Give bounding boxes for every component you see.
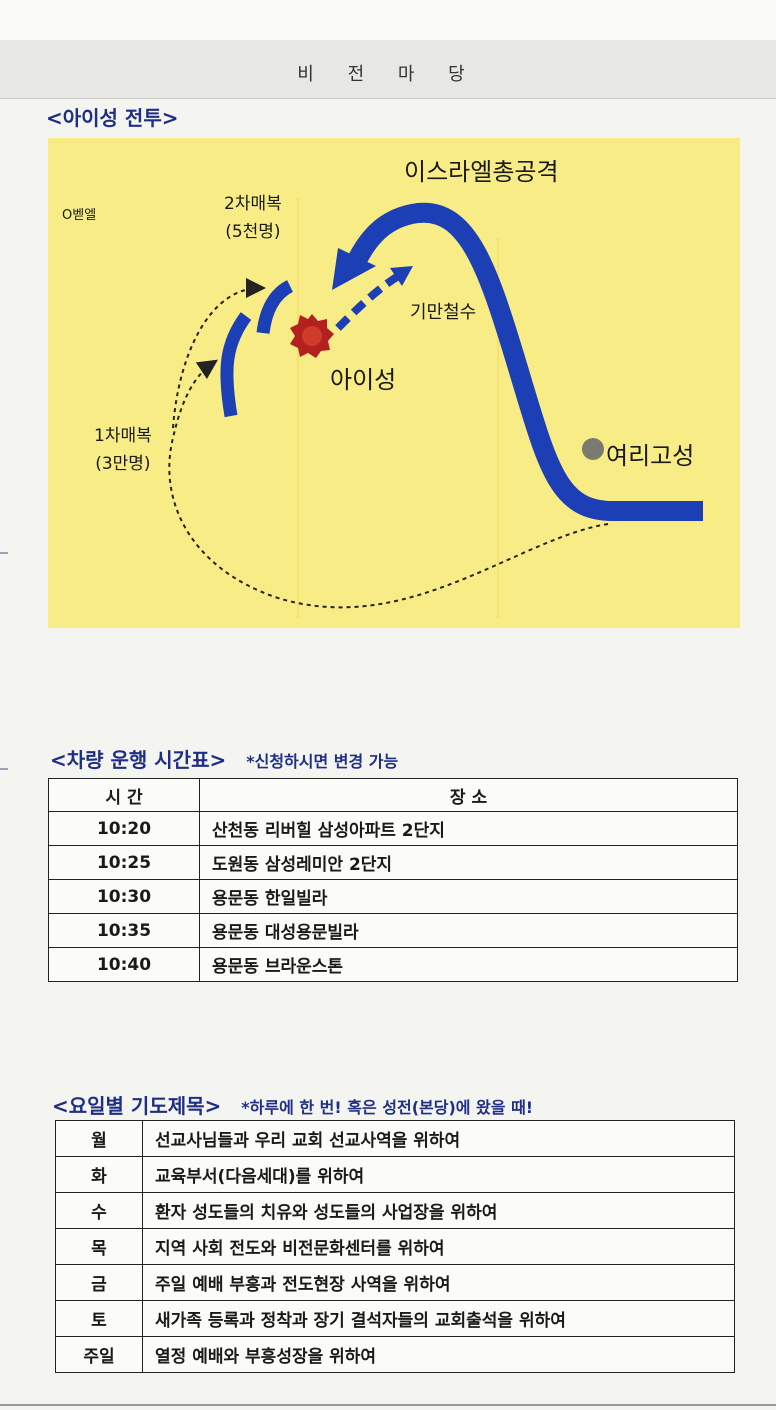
israel-attack-arrow xyxy=(344,202,703,521)
battle-section-title: <아이성 전투> xyxy=(46,106,179,130)
time-cell: 10:35 xyxy=(48,913,200,948)
jericho-label: 여리고성 xyxy=(606,442,695,470)
schedule-section-title: <차량 운행 시간표> *신청하시면 변경 가능 xyxy=(50,744,398,773)
table-header-row: 시 간 장 소 xyxy=(48,778,738,812)
time-cell: 10:25 xyxy=(48,845,200,880)
jericho-marker xyxy=(582,438,604,460)
day-cell: 목 xyxy=(55,1228,143,1265)
vehicle-schedule-table: 시 간 장 소 10:20 산천동 리버힐 삼성아파트 2단지 10:25 도원동 … xyxy=(48,778,738,982)
ambush2-label: 2차매복 (5천명) xyxy=(224,194,282,242)
battle-map-drawing xyxy=(168,198,703,618)
prayer-cell: 선교사님들과 우리 교회 선교사역을 위하여 xyxy=(142,1120,735,1157)
place-cell: 용문동 브라운스톤 xyxy=(199,947,738,982)
table-row: 목 지역 사회 전도와 비전문화센터를 위하여 xyxy=(55,1228,735,1265)
bottom-rule xyxy=(0,1404,776,1406)
day-cell: 화 xyxy=(55,1156,143,1193)
table-row: 10:20 산천동 리버힐 삼성아파트 2단지 xyxy=(48,811,738,846)
day-cell: 토 xyxy=(55,1300,143,1337)
schedule-note: *신청하시면 변경 가능 xyxy=(246,752,399,771)
prayer-table: 월 선교사님들과 우리 교회 선교사역을 위하여 화 교육부서(다음세대)를 위하여… xyxy=(55,1120,735,1373)
feint-retreat-arrowhead xyxy=(390,266,413,286)
prayer-title: <요일별 기도제목> xyxy=(52,1094,222,1118)
ambush2-path xyxy=(172,278,266,429)
time-column-header: 시 간 xyxy=(48,778,200,812)
left-edge-mark xyxy=(0,552,8,554)
day-cell: 수 xyxy=(55,1192,143,1229)
table-row: 10:40 용문동 브라운스톤 xyxy=(48,947,738,982)
prayer-note: *하루에 한 번! 혹은 성전(본당)에 왔을 때! xyxy=(241,1098,534,1117)
ambush-arc-upper xyxy=(256,280,294,334)
ai-city-marker xyxy=(290,314,334,358)
israel-attack-label: 이스라엘총공격 xyxy=(404,158,559,186)
ai-city-label: 아이성 xyxy=(330,366,397,394)
schedule-title: <차량 운행 시간표> xyxy=(50,748,227,772)
left-edge-mark xyxy=(0,768,8,770)
time-cell: 10:20 xyxy=(48,811,200,846)
ambush-arc-lower xyxy=(220,312,252,418)
table-row: 수 환자 성도들의 치유와 성도들의 사업장을 위하여 xyxy=(55,1192,735,1229)
ambush1-path xyxy=(168,359,609,609)
place-cell: 산천동 리버힐 삼성아파트 2단지 xyxy=(199,811,738,846)
time-cell: 10:30 xyxy=(48,879,200,914)
table-row: 월 선교사님들과 우리 교회 선교사역을 위하여 xyxy=(55,1120,735,1157)
israel-attack-arrowhead xyxy=(332,248,376,290)
place-cell: 도원동 삼성레미안 2단지 xyxy=(199,845,738,880)
table-row: 토 새가족 등록과 정착과 장기 결석자들의 교회출석을 위하여 xyxy=(55,1300,735,1337)
table-row: 10:30 용문동 한일빌라 xyxy=(48,879,738,914)
place-cell: 용문동 한일빌라 xyxy=(199,879,738,914)
table-row: 금 주일 예배 부흥과 전도현장 사역을 위하여 xyxy=(55,1264,735,1301)
header-band xyxy=(0,40,776,99)
feint-retreat-arrow xyxy=(335,269,406,331)
bethel-label: O벧엘 xyxy=(62,208,97,223)
ambush1-label: 1차매복 (3만명) xyxy=(94,426,152,474)
day-cell: 월 xyxy=(55,1120,143,1157)
battle-map: O벧엘 2차매복 (5천명) 이스라엘총공격 기만철수 아이성 1차매복 (3만… xyxy=(48,138,740,628)
prayer-section-title: <요일별 기도제목> *하루에 한 번! 혹은 성전(본당)에 왔을 때! xyxy=(52,1090,533,1119)
page-title: 비 전 마 당 xyxy=(297,64,479,85)
time-cell: 10:40 xyxy=(48,947,200,982)
table-row: 10:25 도원동 삼성레미안 2단지 xyxy=(48,845,738,880)
prayer-cell: 열정 예배와 부흥성장을 위하여 xyxy=(142,1336,735,1373)
table-row: 화 교육부서(다음세대)를 위하여 xyxy=(55,1156,735,1193)
prayer-cell: 교육부서(다음세대)를 위하여 xyxy=(142,1156,735,1193)
top-margin xyxy=(0,0,776,40)
place-column-header: 장 소 xyxy=(199,778,738,812)
table-row: 주일 열정 예배와 부흥성장을 위하여 xyxy=(55,1336,735,1373)
table-row: 10:35 용문동 대성용문빌라 xyxy=(48,913,738,948)
day-cell: 주일 xyxy=(55,1336,143,1373)
prayer-cell: 환자 성도들의 치유와 성도들의 사업장을 위하여 xyxy=(142,1192,735,1229)
prayer-cell: 새가족 등록과 정착과 장기 결석자들의 교회출석을 위하여 xyxy=(142,1300,735,1337)
place-cell: 용문동 대성용문빌라 xyxy=(199,913,738,948)
day-cell: 금 xyxy=(55,1264,143,1301)
prayer-cell: 주일 예배 부흥과 전도현장 사역을 위하여 xyxy=(142,1264,735,1301)
feint-retreat-label: 기만철수 xyxy=(410,302,477,323)
prayer-cell: 지역 사회 전도와 비전문화센터를 위하여 xyxy=(142,1228,735,1265)
